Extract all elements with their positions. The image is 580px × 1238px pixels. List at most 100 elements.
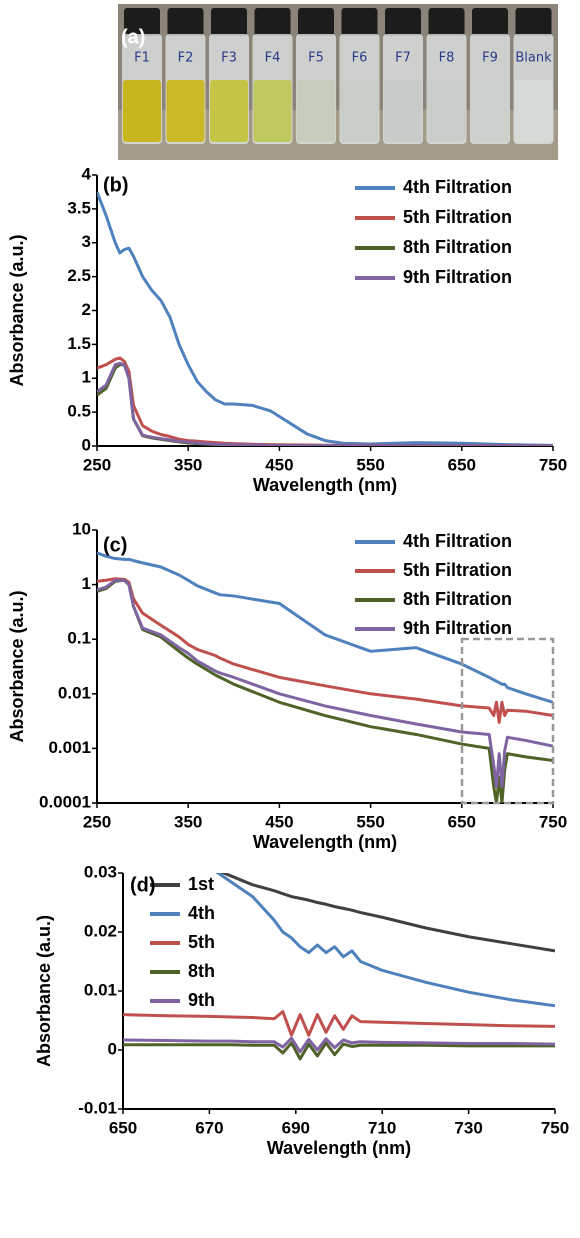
y-tick-label: 1 bbox=[82, 574, 91, 593]
x-tick-label: 450 bbox=[265, 455, 293, 474]
vial-cap bbox=[254, 8, 291, 36]
zoom-box bbox=[460, 637, 555, 805]
y-tick-label: 0.0001 bbox=[39, 792, 91, 811]
y-tick-label: 0.03 bbox=[84, 862, 117, 881]
series-line bbox=[97, 363, 553, 446]
series-line bbox=[123, 1041, 555, 1061]
legend-label: 1st bbox=[188, 874, 214, 894]
legend-label: 9th bbox=[188, 990, 215, 1010]
legend-label: 4th bbox=[188, 903, 215, 923]
y-tick-label: 0.02 bbox=[84, 921, 117, 940]
y-axis-title: Absorbance (a.u.) bbox=[7, 590, 27, 742]
vial-label: F3 bbox=[221, 51, 237, 66]
x-tick-label: 550 bbox=[356, 812, 384, 831]
vial-cap bbox=[385, 8, 421, 36]
x-tick-label: 350 bbox=[174, 455, 202, 474]
x-axis-title: Wavelength (nm) bbox=[253, 475, 397, 495]
y-tick-label: -0.01 bbox=[78, 1098, 117, 1117]
series-line bbox=[97, 551, 553, 704]
x-tick-label: 650 bbox=[109, 1118, 137, 1137]
x-tick-label: 550 bbox=[356, 455, 384, 474]
vial-cap bbox=[298, 8, 334, 36]
y-tick-label: 0.001 bbox=[48, 738, 91, 757]
series-line bbox=[97, 578, 553, 803]
legend-label: 8th Filtration bbox=[403, 589, 512, 609]
series-line bbox=[123, 1010, 555, 1037]
x-tick-label: 250 bbox=[83, 455, 111, 474]
x-axis-title: Wavelength (nm) bbox=[253, 832, 397, 852]
vial-label: Blank bbox=[515, 51, 552, 66]
vial-label: F2 bbox=[178, 51, 194, 66]
series-line bbox=[97, 578, 553, 789]
y-tick-label: 10 bbox=[72, 519, 91, 538]
y-tick-label: 0.01 bbox=[58, 683, 91, 702]
y-tick-label: 2.5 bbox=[67, 266, 91, 285]
vial-liquid bbox=[166, 80, 205, 142]
vial-liquid bbox=[253, 80, 292, 142]
y-tick-label: 4 bbox=[82, 164, 92, 183]
y-tick-label: 3.5 bbox=[67, 198, 91, 217]
vial-liquid bbox=[427, 80, 466, 142]
vial-label: F5 bbox=[308, 51, 324, 66]
legend-label: 5th Filtration bbox=[403, 207, 512, 227]
panel-label: (d) bbox=[130, 874, 156, 896]
vial-label: F6 bbox=[352, 51, 368, 66]
chart: 0 0.5 1 1.5 2 2.5 3 3.5 4 250 350 450 550 650 750 Wavel… bbox=[7, 164, 567, 494]
y-tick-label: 1.5 bbox=[67, 334, 91, 353]
vial-liquid bbox=[340, 80, 379, 142]
legend-label: 4th Filtration bbox=[403, 177, 512, 197]
x-tick-label: 730 bbox=[454, 1118, 482, 1137]
vial-cap bbox=[515, 8, 552, 36]
y-tick-label: 0 bbox=[108, 1039, 117, 1058]
x-tick-label: 450 bbox=[265, 812, 293, 831]
x-tick-label: 650 bbox=[448, 455, 476, 474]
vial-liquid bbox=[514, 80, 553, 142]
vial-cap bbox=[341, 8, 378, 36]
chart: 0.0001 0.001 0.01 0.1 1 10 250 350 450 550 650 750 W… bbox=[7, 519, 567, 851]
vial-label: F1 bbox=[134, 51, 150, 66]
vial-liquid bbox=[471, 80, 509, 142]
vial-cap bbox=[211, 8, 247, 36]
vial-liquid bbox=[210, 80, 248, 142]
legend-label: 5th bbox=[188, 932, 215, 952]
vial-label: F8 bbox=[439, 51, 455, 66]
x-tick-label: 750 bbox=[539, 812, 567, 831]
series-line bbox=[219, 873, 555, 953]
legend-label: 4th Filtration bbox=[403, 531, 512, 551]
panel-label: (b) bbox=[103, 174, 129, 196]
series-line bbox=[97, 361, 553, 446]
series-line bbox=[97, 191, 553, 446]
vial-liquid bbox=[123, 80, 161, 142]
legend-label: 9th Filtration bbox=[403, 267, 512, 287]
x-tick-label: 750 bbox=[541, 1118, 569, 1137]
vial-liquid bbox=[297, 80, 335, 142]
y-tick-label: 0 bbox=[82, 435, 91, 454]
vial-cap bbox=[124, 8, 160, 36]
y-tick-label: 0.01 bbox=[84, 980, 117, 999]
y-tick-label: 0.1 bbox=[67, 629, 91, 648]
vial-cap bbox=[167, 8, 204, 36]
y-tick-label: 3 bbox=[82, 232, 91, 251]
x-axis-title: Wavelength (nm) bbox=[267, 1138, 411, 1158]
y-axis-title: Absorbance (a.u.) bbox=[34, 915, 54, 1067]
x-tick-label: 750 bbox=[539, 455, 567, 474]
vial-label: F9 bbox=[482, 51, 498, 66]
x-tick-label: 690 bbox=[282, 1118, 310, 1137]
x-tick-label: 250 bbox=[83, 812, 111, 831]
x-tick-label: 350 bbox=[174, 812, 202, 831]
y-tick-label: 2 bbox=[82, 300, 91, 319]
vial-liquid bbox=[384, 80, 422, 142]
panel-label: (a) bbox=[121, 26, 145, 48]
panel-label: (c) bbox=[103, 534, 127, 556]
legend-label: 9th Filtration bbox=[403, 618, 512, 638]
series-line bbox=[97, 356, 553, 446]
chart: -0.01 0 0.01 0.02 0.03 650 670 690 710 730 750 Wave… bbox=[34, 862, 569, 1158]
vial-cap bbox=[428, 8, 465, 36]
vial-label: F7 bbox=[395, 51, 411, 66]
vial-cap bbox=[472, 8, 508, 36]
series-line bbox=[123, 1036, 555, 1054]
vial-label: F4 bbox=[265, 51, 281, 66]
y-tick-label: 1 bbox=[82, 368, 91, 387]
x-tick-label: 710 bbox=[368, 1118, 396, 1137]
